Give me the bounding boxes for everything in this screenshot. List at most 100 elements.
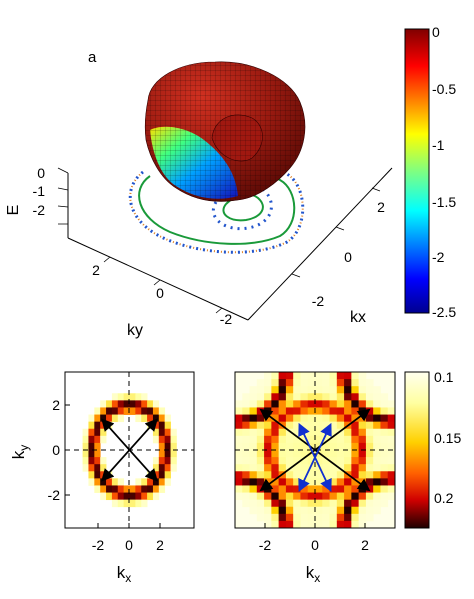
panel-c-heat-cell (380, 421, 389, 430)
panel-b-heat-cell (141, 485, 148, 493)
panel-b-heat-cell (88, 457, 95, 465)
panel-c-heat-cell (380, 407, 389, 415)
panel-c-heat-cell (344, 499, 352, 508)
panel-b-heat-cell (170, 450, 177, 458)
panel-b-heat-cell (158, 450, 166, 458)
colorbar-a-gradient (404, 28, 430, 314)
colorbar-a-tick-0: 0 (432, 24, 440, 40)
x-axis-label: kx (350, 309, 366, 326)
panel-c-heat-cell (365, 513, 374, 522)
panel-c-heat-cell (329, 379, 338, 387)
panel-c-heat-cell (242, 407, 250, 415)
panel-b-heat-cell (147, 485, 154, 493)
panel-c-heat-cell (322, 464, 330, 472)
panel-c-xtick-1: 0 (311, 537, 319, 553)
panel-b-heat-cell (158, 464, 166, 472)
panel-c-heat-cell (373, 450, 381, 458)
panel-c-heat-cell (373, 499, 381, 508)
panel-b-heat-cell (123, 485, 130, 493)
panel-c-heat-cell (242, 435, 250, 444)
panel-c-heat-cell (322, 400, 330, 408)
panel-c-heat-cell (249, 400, 258, 408)
panel-b-xtick-1: 0 (125, 537, 133, 553)
panel-c-heat-cell (387, 478, 395, 486)
panel-b-heat-cell (111, 407, 119, 415)
panel-c-heat-cell (365, 457, 374, 465)
panel-b-heat-cell (141, 407, 148, 415)
panel-c-heat-cell (235, 492, 243, 501)
panel-c-heat-cell (380, 450, 389, 458)
colorbar-c-tick-2: 0.2 (434, 490, 454, 506)
panel-c-heat-cell (249, 478, 258, 486)
panel-c-heat-cell (329, 407, 338, 415)
panel-c-heat-cell (249, 485, 258, 493)
panel-c-heat-cell (322, 520, 330, 528)
panel-c-heat-cell (344, 506, 352, 515)
panel-c-heat-cell (285, 414, 294, 423)
panel-b-heat-cell (111, 393, 119, 401)
panel-b-heat-cell (170, 457, 177, 465)
colorbar-a-tick-5: -2.5 (432, 304, 456, 320)
panel-c-arrow-3 (298, 422, 332, 492)
panel-c-heat-cell (307, 520, 316, 528)
panel-b-heat-cell (158, 435, 166, 444)
panel-c-heat-cell (271, 450, 280, 458)
panel-c-heat-cell (300, 520, 309, 528)
panel-b-heat-cell (117, 407, 125, 415)
panel-c-heat-cell (242, 478, 250, 486)
panel-c-heat-cell (235, 464, 243, 472)
panel-c-heat-cell (373, 428, 381, 437)
panel-c-heat-cell (271, 393, 280, 401)
panel-c-heat-cell (285, 520, 294, 528)
panel-b-heat-cell (158, 407, 166, 415)
outer-nesting-markers (128, 170, 305, 254)
panel-c-heat-cell (358, 386, 367, 394)
panel-c-heat-cell (249, 407, 258, 415)
panel-c-heat-cell (300, 464, 309, 472)
panel-c-heat-cell (387, 485, 395, 493)
panel-c-heat-cell (336, 372, 345, 380)
panel-b-heat-cell (164, 442, 171, 451)
panel-c-heat-cell (278, 478, 287, 486)
panel-b-heat-cell (123, 400, 130, 408)
panel-c-heat-cell (329, 513, 338, 522)
panel-b-heat-cell (164, 457, 171, 465)
panel-c-heat-cell (278, 435, 287, 444)
panel-b-heat-cell (94, 457, 101, 465)
panel-c-heat-cell (264, 450, 272, 458)
panel-c-heat-cell (264, 520, 272, 528)
panel-c-heat-cell (336, 435, 345, 444)
panel-c-heat-cell (256, 379, 265, 387)
panel-c-heat-cell (300, 379, 309, 387)
panel-b-ytick-2: -2 (48, 487, 61, 503)
panel-c-heat-cell (300, 492, 309, 501)
panel-c-heat-cell (264, 471, 272, 479)
panel-c-heat-cell (285, 457, 294, 465)
panel-c-heat-cell (285, 499, 294, 508)
panel-b-arrow-1 (101, 418, 158, 482)
panel-c-heat-cell (293, 407, 301, 415)
panel-c-heat-cell (365, 506, 374, 515)
panel-c-heat-cell (344, 520, 352, 528)
panel-b-heat-cell (147, 478, 154, 486)
panel-c-heat-cell (235, 457, 243, 465)
colorbar-a-tick-3: -1.5 (432, 194, 456, 210)
panel-c-heat-cell (351, 499, 360, 508)
panel-c-heat-cell (380, 457, 389, 465)
panel-c-heat-cell (351, 464, 360, 472)
panel-c-heat-cell (307, 379, 316, 387)
panel-b-heat-cell (152, 435, 160, 444)
panel-b-heat-cell (88, 471, 95, 479)
panel-c-heat-cell (387, 492, 395, 501)
panel-c-heat-cell (235, 421, 243, 430)
panel-c-heat-cell (300, 414, 309, 423)
panel-c-heat-cell (315, 492, 323, 501)
panel-b-heat-cell (129, 407, 136, 415)
panel-c-xtick-0: -2 (259, 537, 272, 553)
panel-b-heat-cell (111, 492, 119, 501)
panel-c-heat-cell (285, 393, 294, 401)
panel-c-heat-cell (249, 464, 258, 472)
panel-b-heat-cell (82, 450, 89, 458)
panel-b-heat-cell (111, 414, 119, 423)
